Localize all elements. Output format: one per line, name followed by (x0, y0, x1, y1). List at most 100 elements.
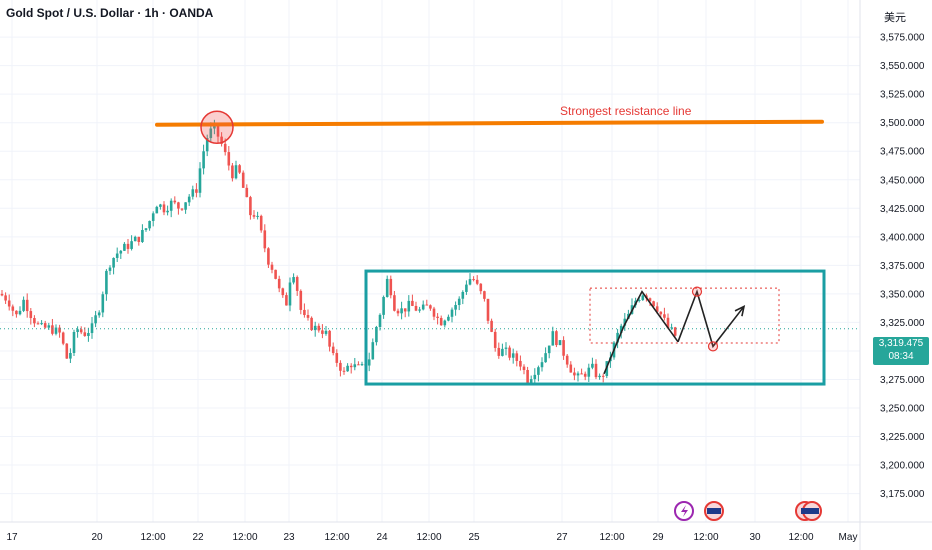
candle-body (450, 309, 454, 317)
candle-body (216, 124, 220, 137)
candle-body (443, 320, 447, 326)
candle-body (101, 294, 105, 313)
candle-body (346, 365, 349, 372)
target-box (589, 287, 780, 344)
candle-body (65, 343, 69, 359)
candle-body (515, 353, 519, 361)
candle-body (299, 290, 303, 310)
candle-body (148, 220, 151, 229)
candle-body (504, 347, 508, 349)
candle-body (652, 301, 655, 307)
candle-body (231, 165, 234, 179)
candle-body (583, 373, 587, 377)
candle-body (76, 329, 79, 333)
candle-body (18, 310, 22, 315)
candle-body (137, 236, 141, 242)
candle-body (360, 364, 364, 366)
candle-body (562, 340, 565, 356)
candle-body (349, 365, 353, 368)
candle-body (155, 206, 159, 214)
candle-body (177, 202, 180, 209)
candle-body (616, 332, 619, 343)
current-price: 3,319.475 (878, 338, 924, 349)
price-axis[interactable]: 3,575.000 3,550.000 3,525.000 3,500.000 3,47… (880, 33, 925, 500)
price-tick-label: 3,375.000 (880, 261, 925, 272)
candle-body (569, 364, 573, 373)
lightning-glyph (681, 505, 688, 517)
candle-body (565, 355, 569, 365)
time-tick-label: 30 (749, 532, 761, 543)
candle-body (331, 346, 335, 354)
projection-point-top (691, 286, 703, 297)
candle-body (151, 213, 155, 221)
event-icons (674, 501, 822, 521)
time-tick-label: 12:00 (788, 532, 813, 543)
candle-body (241, 172, 245, 188)
candle-body (501, 348, 504, 356)
candle-body (58, 327, 61, 333)
candle-body (54, 327, 58, 334)
candle-body (396, 310, 400, 314)
currency-label: 美元 (884, 12, 906, 24)
candle-body (245, 187, 249, 198)
candle-body (486, 298, 490, 321)
candle-body (371, 342, 375, 360)
candle-body (483, 291, 486, 299)
price-tick-label: 3,250.000 (880, 404, 925, 415)
candle-body (342, 370, 346, 372)
time-tick-label: 12:00 (140, 532, 165, 543)
candle-body (537, 367, 540, 375)
candle-body (511, 353, 515, 358)
candle-body (303, 309, 306, 316)
candle-body (490, 320, 493, 332)
candle-body (105, 270, 108, 295)
candle-body (310, 317, 313, 331)
candle-body (112, 257, 115, 268)
candle-body (558, 340, 562, 346)
price-tick-label: 3,350.000 (880, 289, 925, 300)
candle-body (173, 200, 177, 203)
candle-body (33, 318, 36, 324)
candle-body (339, 362, 342, 371)
candle-body (97, 312, 101, 316)
candle-body (144, 228, 148, 231)
candle-body (540, 362, 544, 368)
candle-body (238, 165, 241, 173)
candle-body (115, 253, 119, 258)
candle-body (382, 296, 385, 315)
candle-body (551, 331, 555, 346)
candle-body (72, 332, 76, 353)
candle-body (641, 295, 645, 301)
candle-body (277, 278, 281, 289)
candle-body (274, 269, 277, 279)
candle-body (51, 325, 54, 334)
candle-body (281, 288, 285, 296)
candle-body (47, 325, 51, 328)
chart-title: Gold Spot / U.S. Dollar · 1h · OANDA (6, 6, 214, 20)
flag-glyph-2 (801, 508, 819, 514)
candle-body (29, 311, 33, 319)
candle-body (162, 204, 166, 213)
candle-body (263, 230, 267, 249)
candle-body (108, 267, 112, 271)
price-tick-label: 3,200.000 (880, 461, 925, 472)
time-axis[interactable]: 17 20 12:00 22 12:00 23 12:00 24 12:00 25 27 12:00 2… (6, 532, 857, 543)
candle-body (522, 366, 526, 370)
bar-countdown: 08:34 (888, 351, 914, 362)
candle-body (141, 230, 144, 242)
candle-body (187, 196, 191, 203)
price-tick-label: 3,275.000 (880, 375, 925, 386)
price-tick-label: 3,450.000 (880, 175, 925, 186)
candle-body (321, 330, 324, 334)
candle-body (663, 314, 666, 318)
price-tick-label: 3,175.000 (880, 489, 925, 500)
candle-body (454, 305, 457, 310)
candle-body (601, 375, 605, 377)
candle-body (407, 300, 411, 312)
time-tick-label: 23 (283, 532, 295, 543)
candle-body (508, 347, 511, 358)
price-tick-label: 3,225.000 (880, 432, 925, 443)
candle-body (648, 298, 652, 302)
candle-body (580, 373, 583, 375)
